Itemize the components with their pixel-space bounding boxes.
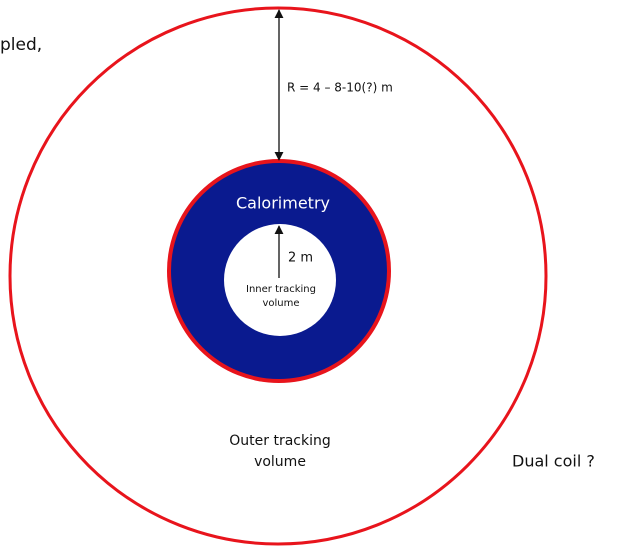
inner-radius-label: 2 m [288,251,313,266]
outer-volume-label: volume [254,454,306,470]
inner-volume-label: volume [262,298,299,309]
outer-circle [8,6,548,546]
calorimetry-label: Calorimetry [236,194,330,213]
coil-label: Dual coil ? [512,452,595,471]
inner-circle [224,224,336,336]
inner-volume-label: Inner tracking [246,284,316,295]
outer-volume-label: Outer tracking [229,433,330,449]
radius-label: R = 4 – 8-10(?) m [287,81,393,95]
text-fragment: pled, [0,35,42,55]
